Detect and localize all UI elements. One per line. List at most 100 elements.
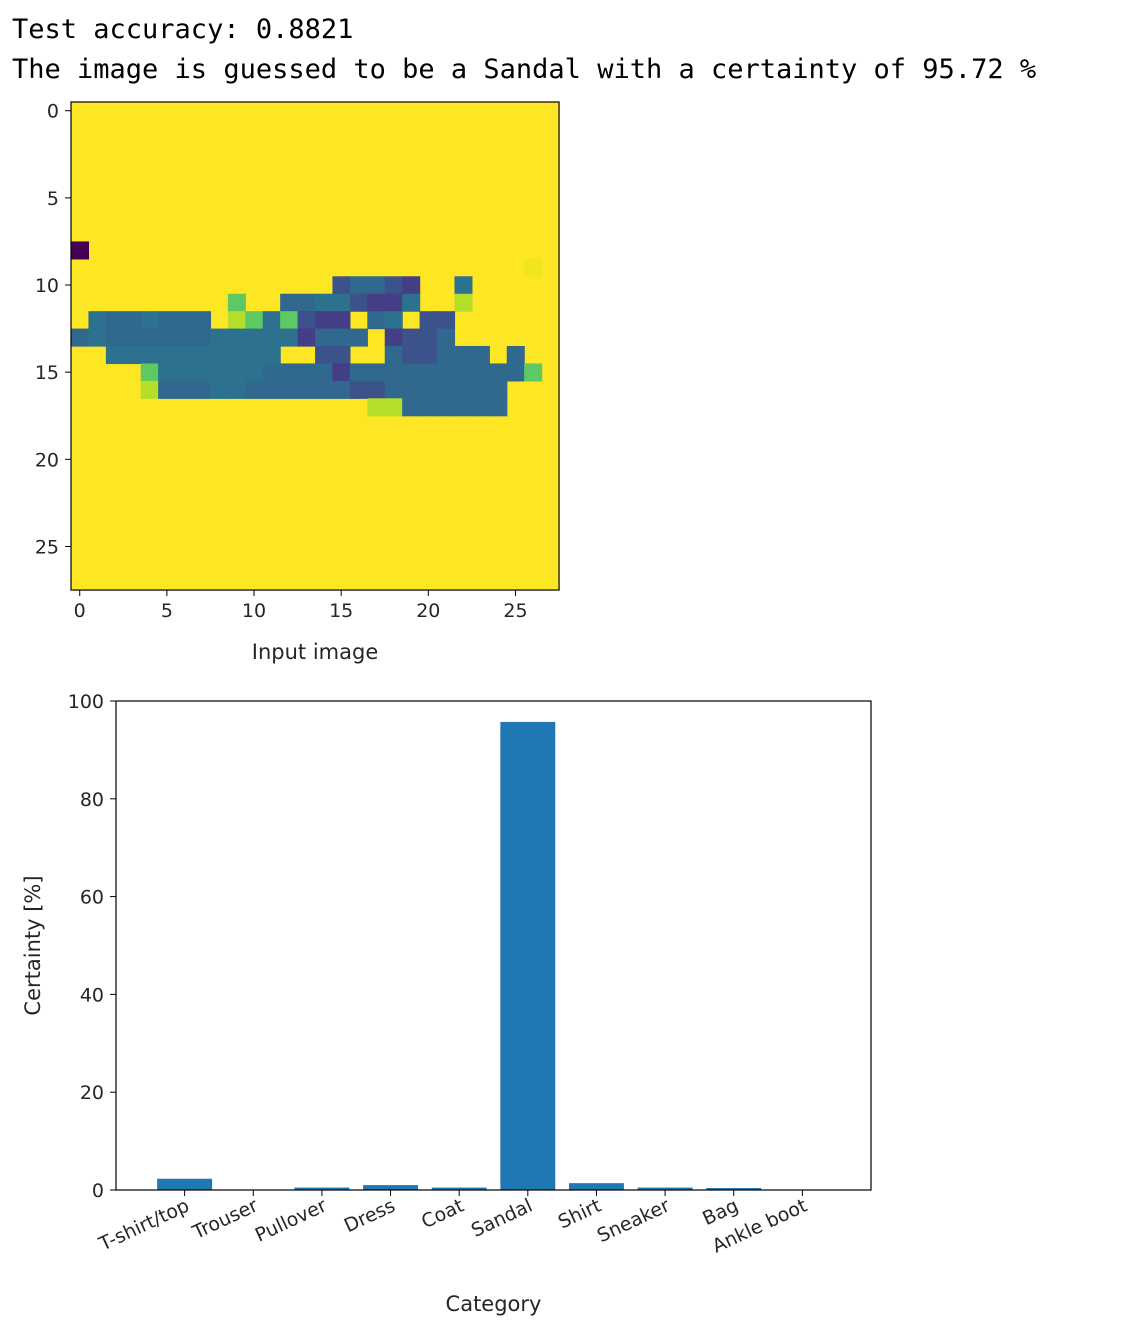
heatmap-cell xyxy=(489,363,508,382)
heatmap-cell xyxy=(262,311,281,330)
heatmap-cell xyxy=(506,363,525,382)
heatmap-cell xyxy=(245,363,264,382)
heatmap-cell xyxy=(384,328,403,347)
heatmap-cell xyxy=(158,380,177,399)
heatmap-cell xyxy=(454,363,473,382)
heatmap-cell xyxy=(158,311,177,330)
heatmap-cell xyxy=(384,363,403,382)
heatmap-cell xyxy=(367,311,386,330)
heatmap-cell xyxy=(227,328,246,347)
heatmap-cell xyxy=(297,363,316,382)
heatmap-cell xyxy=(262,328,281,347)
heatmap-cell xyxy=(419,380,438,399)
heatmap-x-tick-label: 0 xyxy=(74,600,86,622)
heatmap-cell xyxy=(297,380,316,399)
heatmap-y-tick-label: 5 xyxy=(47,188,59,210)
bar-sandal xyxy=(500,721,556,1190)
heatmap-x-tick-label: 25 xyxy=(503,600,527,622)
bar-x-tick-label: Sneaker xyxy=(594,1195,673,1248)
heatmap-cell xyxy=(402,398,421,417)
heatmap-cell xyxy=(384,398,403,417)
heatmap-cell xyxy=(105,346,124,365)
heatmap-cell xyxy=(419,328,438,347)
heatmap-cell xyxy=(349,276,368,295)
bar-shirt xyxy=(569,1183,624,1190)
heatmap-cell xyxy=(88,311,107,330)
heatmap-cell xyxy=(140,363,159,382)
heatmap-cell xyxy=(332,363,351,382)
heatmap-cell xyxy=(454,293,473,312)
heatmap-cell xyxy=(315,311,334,330)
heatmap-cell xyxy=(315,380,334,399)
heatmap-cell xyxy=(471,346,490,365)
heatmap-cell xyxy=(402,328,421,347)
heatmap-cell xyxy=(158,328,177,347)
bar-sneaker xyxy=(637,1187,693,1190)
heatmap-cell xyxy=(140,346,159,365)
heatmap-cell xyxy=(332,328,351,347)
heatmap-y-tick-label: 20 xyxy=(35,449,59,471)
heatmap-cell xyxy=(227,363,246,382)
heatmap-cell xyxy=(419,398,438,417)
heatmap-cell xyxy=(384,276,403,295)
heatmap-cell xyxy=(123,328,142,347)
heatmap-cell xyxy=(384,346,403,365)
bar-y-tick-label: 100 xyxy=(68,691,104,713)
heatmap-cell xyxy=(419,346,438,365)
bar-x-tick-label: Coat xyxy=(418,1195,467,1234)
heatmap-cell xyxy=(175,380,194,399)
heatmap-cell xyxy=(280,380,299,399)
heatmap-cell xyxy=(280,293,299,312)
heatmap-cell xyxy=(471,398,490,417)
heatmap-cell xyxy=(210,380,229,399)
heatmap-cell xyxy=(71,328,90,347)
heatmap-cell xyxy=(349,293,368,312)
heatmap-cell xyxy=(193,328,212,347)
heatmap-cell xyxy=(332,311,351,330)
heatmap-cell xyxy=(471,380,490,399)
heatmap-y-tick-label: 25 xyxy=(35,536,59,558)
heatmap-cell xyxy=(349,380,368,399)
heatmap-x-axis-label: Input image xyxy=(252,640,378,664)
heatmap-cell xyxy=(210,346,229,365)
heatmap-cell xyxy=(175,363,194,382)
heatmap-cell xyxy=(227,346,246,365)
heatmap-cell xyxy=(297,311,316,330)
heatmap-cell xyxy=(437,346,456,365)
heatmap-frame xyxy=(70,101,560,591)
heatmap-cell xyxy=(419,363,438,382)
heatmap-cell xyxy=(175,346,194,365)
heatmap-cell xyxy=(367,293,386,312)
heatmap-cell xyxy=(262,346,281,365)
bar-y-tick-label: 60 xyxy=(80,887,104,909)
heatmap-cell xyxy=(175,311,194,330)
heatmap-cell xyxy=(454,398,473,417)
heatmap-cell xyxy=(367,380,386,399)
heatmap-cell xyxy=(315,293,334,312)
heatmap-cell xyxy=(210,328,229,347)
heatmap-cell xyxy=(506,346,525,365)
bar-y-tick-label: 80 xyxy=(80,789,104,811)
heatmap-cell xyxy=(454,380,473,399)
heatmap-cell xyxy=(332,293,351,312)
heatmap-cell xyxy=(88,328,107,347)
heatmap-cell xyxy=(193,380,212,399)
heatmap-cell xyxy=(245,311,264,330)
heatmap-cell xyxy=(262,363,281,382)
bar-x-axis-label: Category xyxy=(446,1292,542,1316)
heatmap-cell xyxy=(175,328,194,347)
heatmap-cell xyxy=(454,276,473,295)
heatmap-cell xyxy=(227,293,246,312)
bar-y-axis-label: Certainty [%] xyxy=(21,875,45,1015)
heatmap-cell xyxy=(349,363,368,382)
heatmap-y-tick-label: 0 xyxy=(47,101,59,123)
bar-x-tick-label: Trouser xyxy=(188,1195,261,1245)
bar-x-tick-label: Sandal xyxy=(468,1195,536,1242)
heatmap-cell xyxy=(140,328,159,347)
heatmap-cell xyxy=(332,380,351,399)
heatmap-cell xyxy=(332,276,351,295)
heatmap-cell xyxy=(297,293,316,312)
heatmap-cell xyxy=(105,328,124,347)
